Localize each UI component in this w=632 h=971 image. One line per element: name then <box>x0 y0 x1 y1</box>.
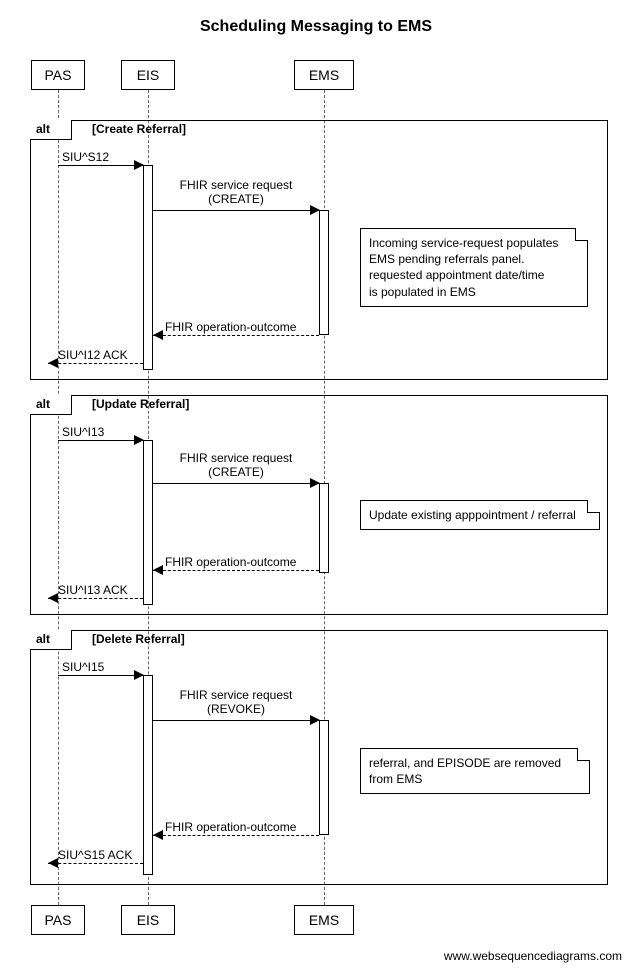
line-m12 <box>48 863 143 864</box>
msg-outcome-3: FHIR operation-outcome <box>165 820 296 834</box>
frame-tab-3: alt <box>30 630 72 650</box>
actor-ems-bot: EMS <box>294 905 354 935</box>
activation-ems-3 <box>319 720 329 835</box>
actor-eis-top: EIS <box>121 60 175 90</box>
diagram-title: Scheduling Messaging to EMS <box>0 18 632 36</box>
arrow-m8 <box>48 593 58 603</box>
actor-pas-bot: PAS <box>31 905 85 935</box>
frame-tab-1: alt <box>30 120 72 140</box>
line-m7 <box>153 570 319 571</box>
msg-outcome-2: FHIR operation-outcome <box>165 555 296 569</box>
msg-outcome-1: FHIR operation-outcome <box>165 320 296 334</box>
msg-siu-i15: SIU^I15 <box>62 660 104 674</box>
activation-ems-2 <box>319 483 329 573</box>
frame-guard-3: [Delete Referral] <box>92 632 185 646</box>
activation-eis-1 <box>143 165 153 370</box>
arrow-m10 <box>310 715 320 725</box>
actor-pas-top: PAS <box>31 60 85 90</box>
arrow-m1 <box>134 160 144 170</box>
arrow-m6 <box>310 478 320 488</box>
line-m5 <box>58 440 143 441</box>
line-m2 <box>153 210 319 211</box>
line-m1 <box>58 165 143 166</box>
arrow-m9 <box>134 670 144 680</box>
msg-siu-i13: SIU^I13 <box>62 425 104 439</box>
line-m6 <box>153 483 319 484</box>
activation-eis-3 <box>143 675 153 875</box>
line-m10 <box>153 720 319 721</box>
note-create: Incoming service-request populates EMS p… <box>360 228 588 307</box>
line-m3 <box>153 335 319 336</box>
arrow-m12 <box>48 858 58 868</box>
frame-guard-1: [Create Referral] <box>92 122 186 136</box>
arrow-m11 <box>153 830 163 840</box>
msg-fhir-create-2: FHIR service request (CREATE) <box>153 451 319 479</box>
frame-guard-2: [Update Referral] <box>92 397 189 411</box>
line-m9 <box>58 675 143 676</box>
note-update: Update existing apppointment / referral <box>360 500 600 530</box>
arrow-m4 <box>48 358 58 368</box>
msg-fhir-create-1: FHIR service request (CREATE) <box>153 178 319 206</box>
msg-fhir-revoke: FHIR service request (REVOKE) <box>153 688 319 716</box>
actor-eis-bot: EIS <box>121 905 175 935</box>
msg-siu-s12: SIU^S12 <box>62 150 109 164</box>
activation-ems-1 <box>319 210 329 335</box>
arrow-m2 <box>310 205 320 215</box>
note-delete: referral, and EPISODE are removed from E… <box>360 748 590 794</box>
line-m8 <box>48 598 143 599</box>
activation-eis-2 <box>143 440 153 605</box>
msg-ack-3: SIU^S15 ACK <box>58 848 132 862</box>
line-m11 <box>153 835 319 836</box>
actor-ems-top: EMS <box>294 60 354 90</box>
watermark: www.websequencediagrams.com <box>444 949 622 963</box>
arrow-m7 <box>153 565 163 575</box>
note-text-1: Incoming service-request populates EMS p… <box>369 236 558 299</box>
arrow-m5 <box>134 435 144 445</box>
msg-ack-1: SIU^I12 ACK <box>58 348 128 362</box>
line-m4 <box>48 363 143 364</box>
arrow-m3 <box>153 330 163 340</box>
note-text-3: referral, and EPISODE are removed from E… <box>369 756 561 786</box>
note-text-2: Update existing apppointment / referral <box>369 508 576 522</box>
msg-ack-2: SIU^I13 ACK <box>58 583 128 597</box>
frame-tab-2: alt <box>30 395 72 415</box>
